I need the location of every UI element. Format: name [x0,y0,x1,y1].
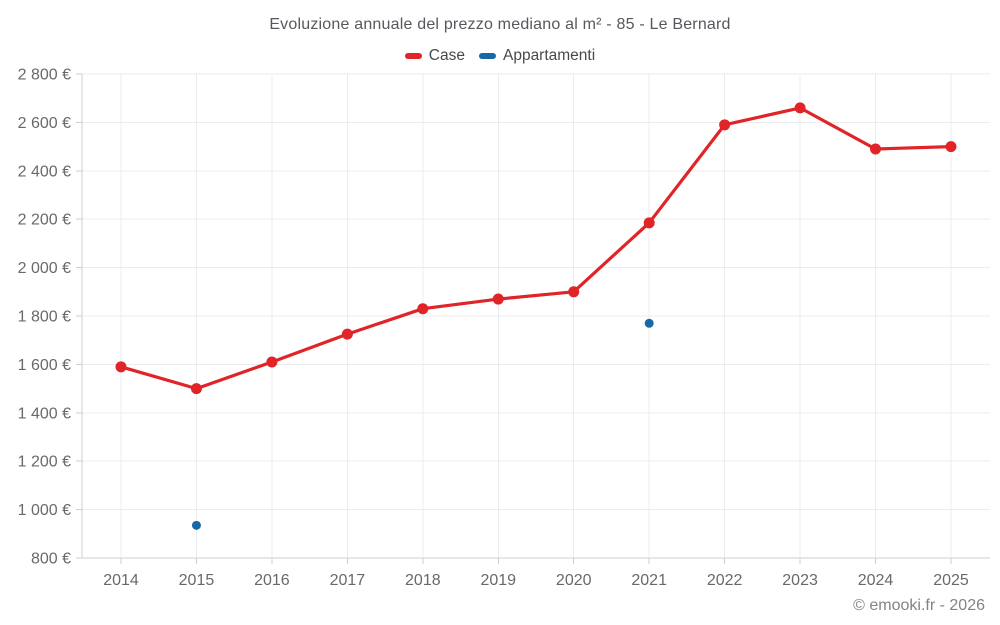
point-case-2019[interactable] [492,293,504,305]
x-tick-label: 2017 [330,572,366,589]
point-case-2021[interactable] [643,217,655,229]
x-tick-label: 2025 [933,572,969,589]
y-tick-label: 2 000 € [18,260,71,277]
y-tick-label: 1 600 € [18,357,71,374]
chart-legend: Case Appartamenti [0,46,1000,66]
point-case-2020[interactable] [568,286,580,298]
x-tick-label: 2019 [480,572,516,589]
x-tick-label: 2023 [782,572,818,589]
x-tick-label: 2020 [556,572,592,589]
x-tick-label: 2014 [103,572,139,589]
legend-label-case: Case [428,47,465,64]
point-case-2018[interactable] [417,303,429,315]
x-tick-label: 2015 [179,572,215,589]
x-tick-label: 2021 [631,572,667,589]
point-case-2017[interactable] [341,328,353,340]
x-tick-label: 2024 [858,572,894,589]
copyright-footer: © emooki.fr - 2026 [853,597,985,614]
series-line-case [119,106,953,391]
point-case-2015[interactable] [190,383,202,395]
chart-title: Evoluzione annuale del prezzo mediano al… [269,16,731,33]
point-case-2025[interactable] [945,141,957,153]
point-case-2014[interactable] [115,361,127,373]
y-tick-label: 1 400 € [18,405,71,422]
legend-item-case[interactable]: Case [404,47,465,65]
legend-swatch-case-icon [404,53,422,59]
legend-item-appartamenti[interactable]: Appartamenti [478,47,596,65]
y-tick-label: 1 800 € [18,309,71,326]
y-tick-label: 2 600 € [18,115,71,132]
x-tick-label: 2018 [405,572,441,589]
point-case-2024[interactable] [870,143,882,155]
legend-label-appartamenti: Appartamenti [502,47,596,64]
y-tick-label: 800 € [31,551,71,568]
x-tick-label: 2016 [254,572,290,589]
point-appartamenti-2021[interactable] [644,318,654,328]
point-case-2022[interactable] [719,119,731,131]
y-tick-label: 1 200 € [18,454,71,471]
y-tick-label: 1 000 € [18,502,71,519]
point-appartamenti-2015[interactable] [191,520,201,530]
x-tick-label: 2022 [707,572,743,589]
point-case-2016[interactable] [266,356,278,368]
y-tick-label: 2 800 € [18,67,71,84]
y-tick-label: 2 400 € [18,163,71,180]
point-case-2023[interactable] [794,102,806,114]
legend-swatch-appartamenti-icon [478,53,496,59]
y-tick-label: 2 200 € [18,212,71,229]
